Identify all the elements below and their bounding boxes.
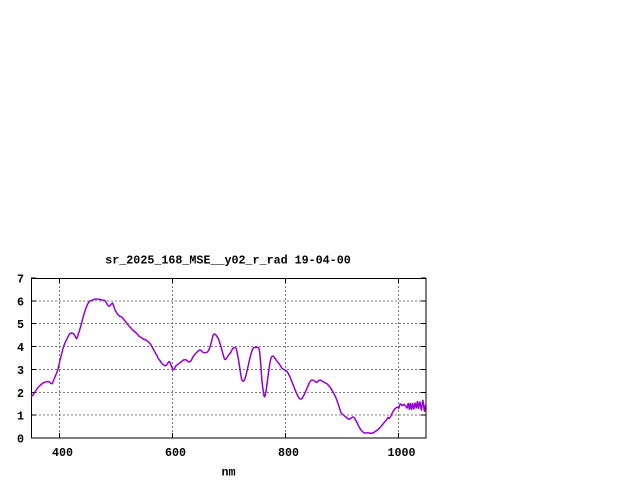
svg-text:400: 400 bbox=[52, 446, 73, 460]
svg-text:3: 3 bbox=[17, 364, 24, 378]
svg-text:nm: nm bbox=[221, 466, 235, 480]
svg-text:4: 4 bbox=[17, 341, 24, 355]
svg-text:6: 6 bbox=[17, 295, 24, 309]
svg-text:2: 2 bbox=[17, 387, 24, 401]
svg-text:800: 800 bbox=[278, 446, 299, 460]
svg-text:sr_2025_168_MSE__y02_r_rad 19-: sr_2025_168_MSE__y02_r_rad 19-04-00 bbox=[105, 254, 350, 268]
svg-text:1000: 1000 bbox=[387, 446, 415, 460]
svg-text:600: 600 bbox=[165, 446, 186, 460]
svg-text:7: 7 bbox=[17, 273, 24, 287]
svg-text:1: 1 bbox=[17, 410, 24, 424]
svg-text:5: 5 bbox=[17, 318, 24, 332]
svg-text:0: 0 bbox=[17, 433, 24, 447]
